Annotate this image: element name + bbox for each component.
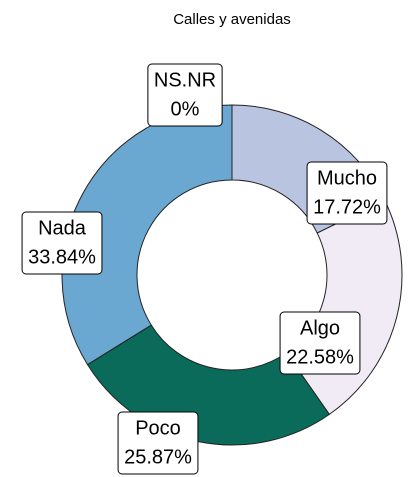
label-box (147, 63, 223, 127)
data-label: NS.NR 0% (147, 63, 223, 127)
label-value: 0% (171, 98, 200, 120)
data-label: Poco 25.87% (117, 411, 199, 475)
data-label: Mucho 17.72% (306, 161, 388, 225)
label-box (21, 211, 103, 275)
label-category: Poco (135, 417, 181, 439)
data-label: Algo 22.58% (279, 311, 361, 375)
label-value: 33.84% (28, 246, 96, 268)
label-category: NS.NR (154, 69, 216, 91)
label-box (117, 411, 199, 475)
label-value: 22.58% (286, 346, 354, 368)
chart-title: Calles y avenidas (173, 11, 291, 28)
label-box (306, 161, 388, 225)
label-category: Nada (38, 217, 87, 239)
label-category: Mucho (317, 167, 377, 189)
label-value: 17.72% (313, 196, 381, 218)
label-box (279, 311, 361, 375)
label-category: Algo (300, 317, 340, 339)
data-label: Nada 33.84% (21, 211, 103, 275)
label-value: 25.87% (124, 446, 192, 468)
